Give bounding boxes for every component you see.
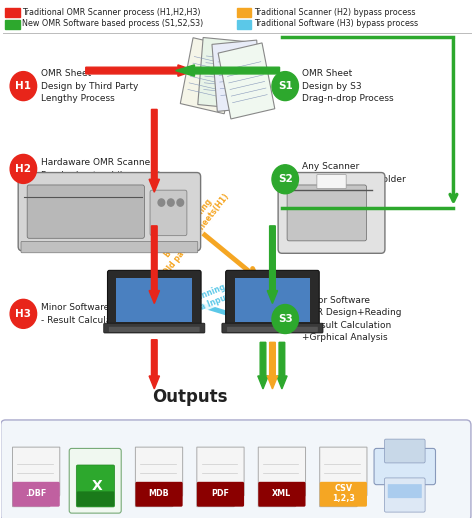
FancyBboxPatch shape [388,484,422,498]
FancyBboxPatch shape [109,327,200,332]
Polygon shape [136,447,182,507]
Polygon shape [149,226,159,304]
Polygon shape [86,65,194,76]
Polygon shape [198,37,248,109]
Polygon shape [295,495,306,507]
FancyBboxPatch shape [27,185,145,238]
Text: Outputs: Outputs [152,388,228,406]
Polygon shape [175,65,280,76]
FancyBboxPatch shape [0,420,471,519]
FancyBboxPatch shape [278,172,385,253]
Text: Traditional Scanner (H2) bypass process: Traditional Scanner (H2) bypass process [254,8,416,17]
FancyBboxPatch shape [258,482,306,507]
Polygon shape [149,340,159,389]
Text: Minor Software
- Result Calculation: Minor Software - Result Calculation [41,303,129,324]
Polygon shape [319,447,367,507]
Text: .DBF: .DBF [26,489,47,498]
Circle shape [10,299,36,329]
Bar [5,20,19,29]
Polygon shape [180,38,237,114]
FancyBboxPatch shape [235,278,310,322]
FancyBboxPatch shape [136,482,182,507]
Text: Hardaware OMR Scanner
Reads sheets while scanning: Hardaware OMR Scanner Reads sheets while… [41,158,172,180]
Text: CSV
1,2,3: CSV 1,2,3 [332,484,355,503]
Polygon shape [218,43,275,119]
Text: New OMR Software based process (S1,S2,S3): New OMR Software based process (S1,S2,S3… [22,20,204,29]
Text: Before Scanning
Old pattern Sheets(H1): Before Scanning Old pattern Sheets(H1) [154,185,231,277]
Polygon shape [234,495,244,507]
FancyBboxPatch shape [69,448,121,513]
Text: MDB: MDB [149,489,169,498]
Circle shape [272,72,299,101]
Text: X: X [91,479,102,493]
Text: S3: S3 [278,314,292,324]
FancyBboxPatch shape [104,323,205,333]
Polygon shape [258,343,268,389]
Text: S1: S1 [278,81,292,91]
Text: H1: H1 [15,81,31,91]
Circle shape [158,199,164,206]
Polygon shape [149,110,159,192]
Text: Any Scanner
Scans images to folder
Does not read: Any Scanner Scans images to folder Does … [302,162,406,196]
Polygon shape [277,343,287,389]
FancyBboxPatch shape [108,270,201,329]
FancyBboxPatch shape [77,491,114,507]
Polygon shape [49,495,60,507]
Polygon shape [172,495,182,507]
Circle shape [272,305,299,334]
FancyBboxPatch shape [384,478,425,512]
FancyBboxPatch shape [222,323,323,333]
Text: OMR Sheet
Design by S3
Drag-n-drop Process: OMR Sheet Design by S3 Drag-n-drop Proce… [302,69,394,103]
Text: Traditional Software (H3) bypass process: Traditional Software (H3) bypass process [254,20,418,29]
Bar [5,8,19,17]
Polygon shape [267,343,278,389]
FancyBboxPatch shape [226,270,319,329]
FancyBboxPatch shape [21,241,198,253]
Polygon shape [258,447,306,507]
FancyBboxPatch shape [319,482,367,507]
Polygon shape [212,40,262,112]
FancyBboxPatch shape [287,185,366,241]
FancyBboxPatch shape [384,439,425,463]
Bar [237,8,251,17]
Circle shape [272,165,299,194]
Circle shape [177,199,183,206]
FancyBboxPatch shape [197,482,244,507]
FancyBboxPatch shape [12,482,60,507]
Text: OMR Sheet
Design by Third Party
Lengthy Process: OMR Sheet Design by Third Party Lengthy … [41,69,138,103]
Text: XML: XML [272,489,292,498]
Polygon shape [267,226,278,304]
Polygon shape [356,495,367,507]
Text: H2: H2 [15,164,31,174]
Polygon shape [12,447,60,507]
Circle shape [10,72,36,101]
FancyBboxPatch shape [150,190,187,236]
Bar [237,20,251,29]
FancyBboxPatch shape [76,465,115,507]
FancyBboxPatch shape [227,327,318,332]
Text: Traditional OMR Scanner process (H1,H2,H3): Traditional OMR Scanner process (H1,H2,H… [22,8,201,17]
FancyBboxPatch shape [317,174,346,188]
Text: After Scanning
CSV Data Input: After Scanning CSV Data Input [163,282,231,325]
Text: H3: H3 [15,309,31,319]
Circle shape [167,199,174,206]
Text: PDF: PDF [211,489,229,498]
FancyBboxPatch shape [374,448,436,485]
Text: S2: S2 [278,174,292,184]
Circle shape [10,155,36,183]
FancyBboxPatch shape [18,172,201,251]
Text: Major Software
OMR Design+Reading
+Result Calculation
+Grphical Analysis: Major Software OMR Design+Reading +Resul… [302,296,402,342]
FancyBboxPatch shape [117,278,192,322]
Polygon shape [197,447,244,507]
